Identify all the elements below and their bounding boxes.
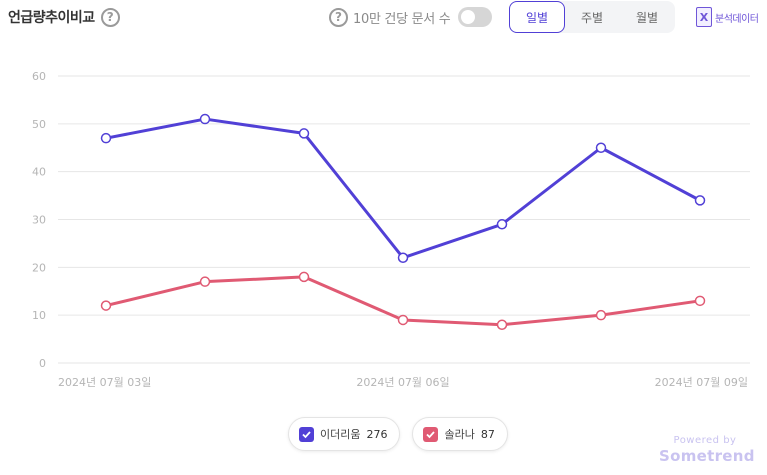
legend-item-ethereum[interactable]: 이더리움 276 [288,417,401,451]
y-tick-label: 30 [32,214,46,227]
page-title: 언급량추이비교 [8,10,95,26]
y-tick-label: 0 [39,357,46,370]
legend-item-solana[interactable]: 솔라나 87 [412,417,508,451]
data-point [694,195,706,206]
data-point [298,271,310,283]
y-tick-label: 40 [32,166,46,179]
normalize-control: ? 10만 건당 문서 수 [329,7,493,27]
chart-series [100,113,706,330]
powered-by-watermark: Powered by Sometrend [659,435,755,465]
series-0 [100,113,706,264]
tab-monthly[interactable]: 월별 [635,10,659,25]
normalize-help-icon[interactable]: ? [329,7,348,27]
x-tick-label: 2024년 07월 03일 [58,375,151,389]
data-point [100,132,112,144]
x-tick-label: 2024년 07월 06일 [356,375,449,389]
data-point [496,219,508,230]
export-data-button[interactable]: X 분석데이터 [696,6,759,28]
chart-legend: 이더리움 276 솔라나 87 [288,417,508,451]
series-1 [100,271,706,330]
data-point [595,309,607,321]
help-icon[interactable]: ? [100,7,120,27]
toggle-knob [461,10,476,24]
data-point [595,142,607,153]
legend-series-total: 276 [366,427,388,441]
data-point [694,295,706,307]
x-tick-label: 2024년 07월 09일 [655,375,748,389]
tab-weekly[interactable]: 주별 [580,10,604,25]
data-point [199,113,211,125]
normalize-label: 10만 건당 문서 수 [353,11,451,27]
export-label: 분석데이터 [715,13,759,25]
series-line [104,117,702,260]
checkbox-checked-icon[interactable] [423,426,439,442]
x-axis-ticks: 2024년 07월 03일 2024년 07월 06일 2024년 07월 09일 [58,375,748,389]
period-tabs: 일별 주별 월별 [509,1,675,33]
y-tick-label: 10 [32,309,46,322]
y-tick-label: 50 [32,118,46,131]
tab-daily[interactable]: 일별 [509,1,565,33]
data-point [397,314,409,326]
legend-series-total: 87 [480,427,495,441]
legend-series-name: 이더리움 [320,428,361,441]
normalize-toggle[interactable] [458,7,493,27]
data-point [100,300,112,311]
data-point [496,319,508,330]
chart-grid [58,75,750,364]
brand-logo: Sometrend [659,447,755,465]
data-point [298,128,310,139]
y-tick-label: 20 [32,261,46,274]
legend-series-name: 솔라나 [444,428,475,441]
checkbox-checked-icon[interactable] [299,426,314,442]
data-point [199,276,211,287]
excel-icon: X [696,7,712,27]
y-axis-ticks: 0 10 20 30 40 50 60 [32,70,46,370]
powered-by-text: Powered by [673,435,737,446]
data-point [397,252,409,264]
chart-header: 언급량추이비교 ? [8,6,120,28]
y-tick-label: 60 [32,70,46,83]
